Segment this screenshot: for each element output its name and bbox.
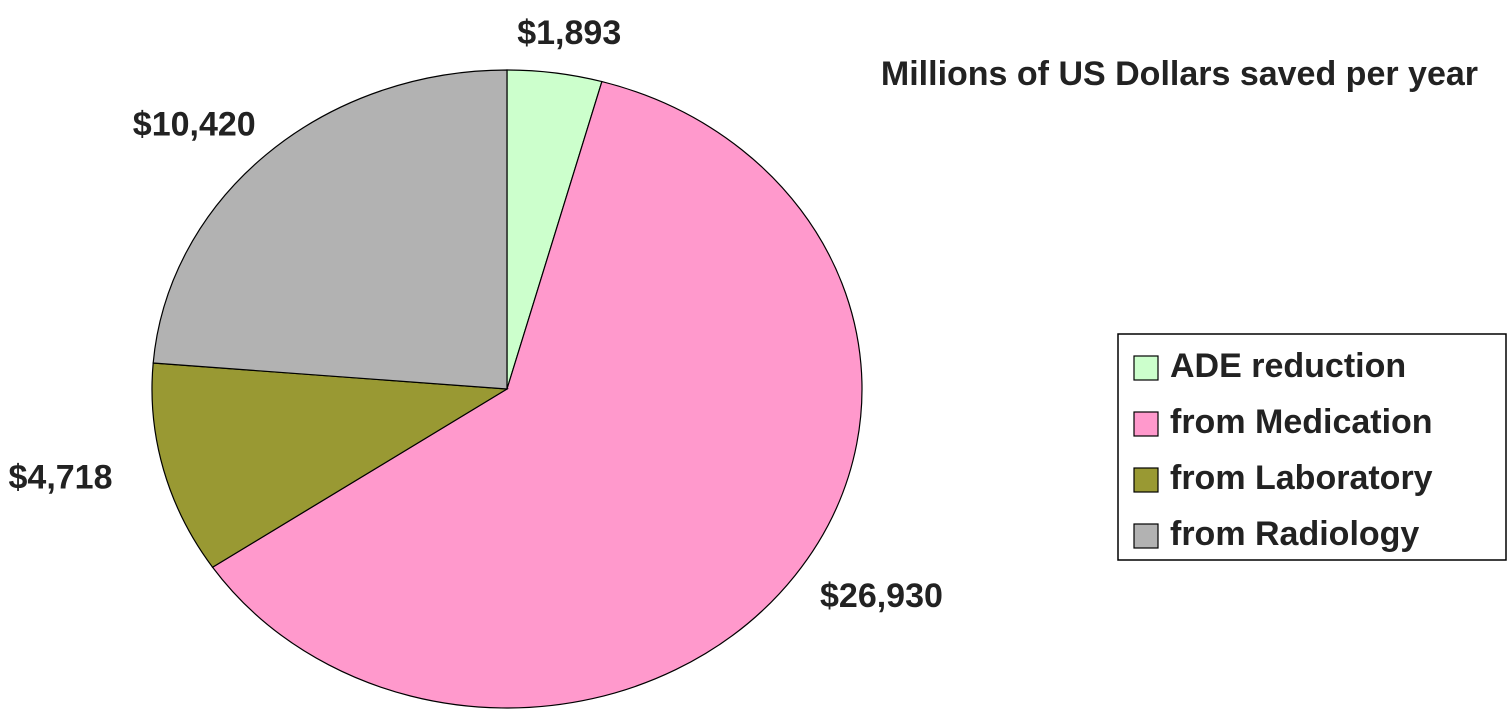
pie-slice bbox=[151, 362, 509, 569]
data-label: $26,930 bbox=[820, 577, 943, 615]
pie-slice bbox=[211, 80, 863, 709]
legend-swatch bbox=[1133, 467, 1159, 493]
legend-label: from Radiology bbox=[1170, 515, 1419, 553]
legend-swatch bbox=[1133, 355, 1159, 381]
data-label: $10,420 bbox=[133, 105, 256, 143]
legend-swatch bbox=[1133, 411, 1159, 437]
legend-swatch bbox=[1133, 523, 1159, 549]
chart-title: Millions of US Dollars saved per year bbox=[881, 55, 1478, 93]
legend-box bbox=[1117, 333, 1507, 561]
data-label: $4,718 bbox=[9, 458, 113, 496]
legend-label: ADE reduction bbox=[1170, 347, 1406, 385]
legend-label: from Laboratory bbox=[1170, 459, 1433, 497]
legend-label: from Medication bbox=[1170, 403, 1433, 441]
pie-slice bbox=[152, 69, 508, 390]
data-label: $1,893 bbox=[517, 14, 621, 52]
